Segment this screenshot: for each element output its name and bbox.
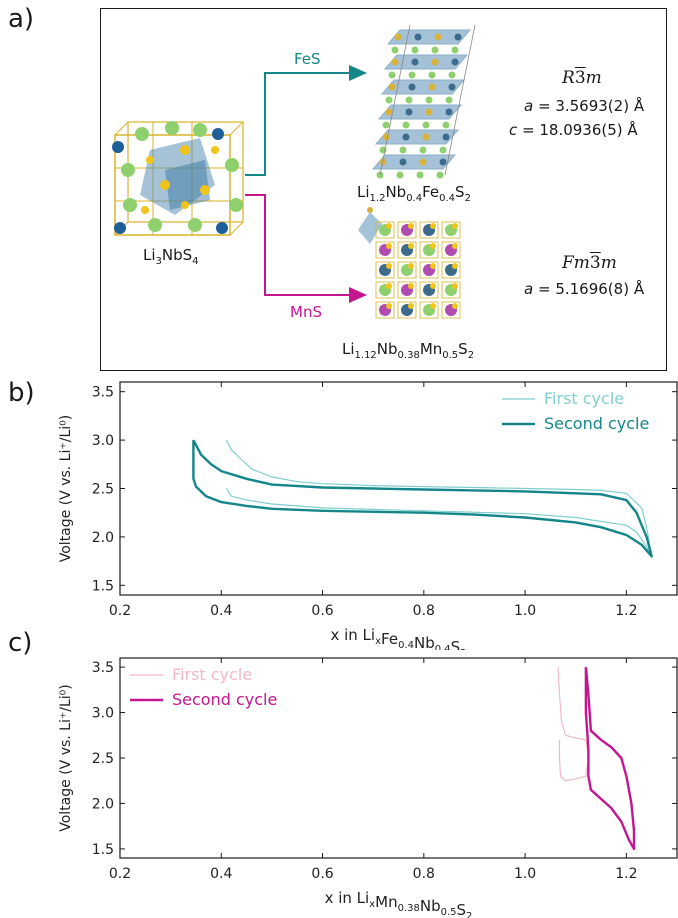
- x-tick-label: 1.2: [615, 866, 637, 882]
- layered-crystal-image: [371, 24, 476, 179]
- route-mns-arrow: [245, 194, 367, 303]
- x-axis-label: x in LixFe0.4Nb0.4S2: [330, 626, 466, 650]
- space-group-top: R3m: [562, 68, 602, 88]
- x-tick-label: 0.6: [311, 866, 333, 882]
- route-mns-label: MnS: [290, 303, 322, 321]
- legend-label: Second cycle: [172, 690, 277, 709]
- space-group-bottom: Fm3m: [562, 253, 617, 273]
- y-tick-label: 3.5: [92, 385, 114, 401]
- y-tick-label: 3.0: [92, 706, 114, 722]
- chart-b: 0.2 0.4 0.6 0.8 1.0 1.2 1.5 2.0 2.5 3.0 3.5 Voltage…: [58, 381, 678, 650]
- y-tick-label: 2.5: [92, 751, 114, 767]
- x-tick-label: 0.8: [413, 603, 435, 619]
- y-axis-label: Voltage (V vs. Li⁺/Li⁰): [58, 684, 74, 832]
- series-line-2: [192, 439, 653, 558]
- rocksalt-crystal-image: [358, 207, 461, 319]
- panel-a-label: a): [8, 4, 35, 34]
- panel-b-label: b): [8, 378, 35, 408]
- parent-formula: Li3NbS4: [143, 246, 199, 267]
- product-bottom-formula: Li1.12Nb0.38Mn0.5S2: [342, 340, 475, 361]
- y-tick-label: 3.0: [92, 433, 114, 449]
- plot-frame: [119, 657, 678, 859]
- route-fes-arrow: [245, 65, 367, 176]
- x-tick-label: 1.0: [514, 866, 536, 882]
- x-tick-label: 0.4: [210, 603, 232, 619]
- chart-c: 0.2 0.4 0.6 0.8 1.0 1.2 1.5 2.0 2.5 3.0 3.5 Voltage…: [58, 657, 678, 918]
- y-tick-label: 2.5: [92, 482, 114, 498]
- series-line-2: [584, 666, 636, 851]
- x-tick-label: 0.4: [210, 866, 232, 882]
- x-tick-label: 1.2: [615, 603, 637, 619]
- x-tick-label: 0.2: [109, 866, 131, 882]
- series-line-1: [225, 439, 653, 557]
- product-top-formula: Li1.2Nb0.4Fe0.4S2: [357, 183, 471, 204]
- legend-label: First cycle: [172, 665, 252, 684]
- y-tick-label: 1.5: [92, 842, 114, 858]
- y-tick-label: 3.5: [92, 660, 114, 676]
- lattice-a-bottom: a = 5.1696(8) Å: [524, 280, 645, 298]
- x-tick-label: 0.8: [413, 866, 435, 882]
- lattice-c-top: c = 18.0936(5) Å: [509, 121, 638, 139]
- x-tick-label: 1.0: [514, 603, 536, 619]
- parent-crystal-image: [112, 121, 244, 236]
- x-axis-label: x in LixMn0.38Nb0.5S2: [325, 889, 473, 918]
- y-axis-label: Voltage (V vs. Li⁺/Li⁰): [58, 415, 74, 563]
- y-tick-label: 2.0: [92, 530, 114, 546]
- y-tick-label: 1.5: [92, 578, 114, 594]
- route-fes-label: FeS: [294, 50, 321, 68]
- legend-label: Second cycle: [544, 414, 649, 433]
- panel-a-frame: [100, 8, 667, 371]
- legend-label: First cycle: [544, 389, 624, 408]
- x-tick-label: 0.2: [109, 603, 131, 619]
- lattice-a-top: a = 3.5693(2) Å: [524, 97, 645, 115]
- x-tick-label: 0.6: [311, 603, 333, 619]
- panel-c-label: c): [8, 628, 33, 658]
- panel-a-schematic: [112, 24, 476, 319]
- series-line-1: [557, 667, 589, 782]
- y-tick-label: 2.0: [92, 796, 114, 812]
